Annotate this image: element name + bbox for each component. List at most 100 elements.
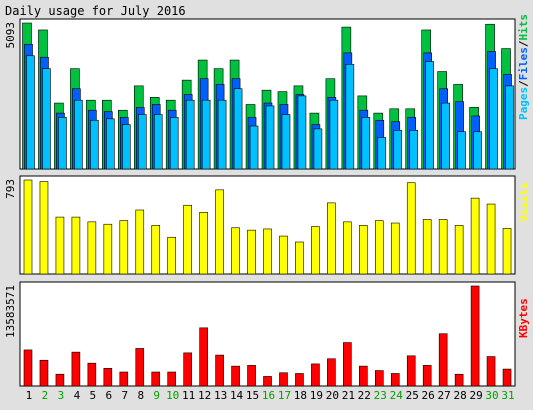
- bar-visits: [71, 216, 81, 275]
- bar-visits: [23, 179, 33, 275]
- x-tick-label: 19: [310, 389, 323, 402]
- bar-visits: [135, 209, 145, 275]
- bar-visits: [119, 220, 129, 275]
- bar-pages: [313, 128, 323, 170]
- bar-visits: [422, 219, 432, 275]
- bar-kbytes: [135, 348, 145, 387]
- bar-visits: [183, 204, 192, 275]
- bar-visits: [103, 223, 113, 275]
- legend-sep: /: [517, 40, 530, 47]
- bar-kbytes: [438, 333, 448, 387]
- x-tick-label: 4: [74, 389, 81, 402]
- bar-visits: [327, 202, 336, 275]
- bar-kbytes: [167, 371, 177, 387]
- x-tick-label: 6: [106, 389, 113, 402]
- x-tick-label: 17: [278, 389, 291, 402]
- bar-visits: [39, 181, 49, 275]
- x-tick-label: 10: [166, 389, 179, 402]
- x-tick-label: 12: [198, 389, 211, 402]
- bar-visits: [279, 235, 288, 275]
- bar-kbytes: [359, 365, 368, 387]
- bar-visits: [295, 241, 304, 275]
- bar-visits: [502, 228, 512, 275]
- bar-visits: [486, 203, 496, 275]
- bar-kbytes: [103, 368, 113, 387]
- bar-kbytes: [327, 358, 336, 387]
- bar-pages: [409, 129, 419, 170]
- bar-visits: [199, 212, 208, 275]
- x-tick-label: 21: [342, 389, 355, 402]
- legend-sep: /: [517, 80, 530, 87]
- x-tick-label: 15: [246, 389, 259, 402]
- bar-pages: [201, 99, 211, 170]
- x-tick-label: 14: [230, 389, 244, 402]
- bar-visits: [215, 189, 224, 275]
- bar-visits: [454, 225, 464, 275]
- bar-visits: [167, 236, 177, 275]
- x-tick-label: 11: [182, 389, 195, 402]
- bar-pages: [106, 118, 115, 170]
- x-tick-label: 16: [262, 389, 275, 402]
- y-max-label-visits: 793: [4, 179, 17, 199]
- bar-pages: [169, 117, 179, 170]
- bar-visits: [406, 182, 416, 275]
- bar-pages: [345, 64, 355, 170]
- bar-kbytes: [390, 373, 400, 387]
- bar-pages: [42, 68, 51, 170]
- bar-visits: [311, 226, 320, 275]
- bar-pages: [153, 114, 163, 170]
- x-tick-label: 28: [453, 389, 466, 402]
- bar-pages: [249, 125, 259, 170]
- bar-pages: [441, 102, 450, 170]
- bar-kbytes: [295, 373, 304, 387]
- legend-hits-files-pages: Pages/Files/Hits: [517, 14, 530, 120]
- x-tick-label: 26: [422, 389, 435, 402]
- bar-pages: [329, 99, 339, 170]
- bar-pages: [377, 137, 387, 170]
- bar-visits: [55, 216, 65, 275]
- bar-pages: [90, 119, 99, 170]
- x-tick-label: 2: [42, 389, 49, 402]
- bar-visits: [390, 222, 400, 275]
- bar-pages: [281, 114, 291, 170]
- bar-visits: [231, 227, 240, 275]
- x-tick-label: 7: [121, 389, 128, 402]
- bar-pages: [233, 88, 243, 170]
- bar-visits: [343, 221, 352, 275]
- bar-kbytes: [343, 342, 352, 387]
- legend-hits: Hits: [517, 14, 530, 41]
- x-tick-label: 9: [153, 389, 160, 402]
- bar-kbytes: [486, 356, 496, 387]
- bar-pages: [185, 99, 195, 170]
- bar-kbytes: [231, 365, 240, 387]
- bar-kbytes: [215, 354, 224, 387]
- x-tick-label: 13: [214, 389, 227, 402]
- bar-kbytes: [454, 373, 464, 387]
- legend-files: Files: [517, 47, 530, 80]
- bar-pages: [58, 117, 67, 170]
- bar-pages: [361, 117, 371, 170]
- legend-kbytes-group: KBytes: [517, 298, 530, 338]
- x-tick-label: 8: [137, 389, 144, 402]
- bar-pages: [393, 129, 403, 170]
- bar-pages: [217, 99, 227, 170]
- bar-kbytes: [71, 351, 81, 387]
- bar-pages: [505, 85, 514, 170]
- x-tick-label: 5: [90, 389, 97, 402]
- legend-kbytes: KBytes: [517, 298, 530, 338]
- bar-visits: [247, 229, 256, 275]
- bar-pages: [122, 124, 131, 170]
- x-tick-label: 20: [326, 389, 339, 402]
- bar-kbytes: [470, 285, 480, 387]
- bar-kbytes: [502, 368, 512, 387]
- y-max-label-hits-files-pages: 5093: [4, 22, 17, 49]
- x-tick-label: 1: [26, 389, 33, 402]
- bar-kbytes: [311, 363, 320, 387]
- bar-kbytes: [87, 362, 97, 387]
- bar-kbytes: [39, 359, 49, 387]
- x-tick-label: 3: [58, 389, 65, 402]
- legend-visits-group: Visits: [517, 182, 530, 222]
- bar-pages: [297, 95, 307, 170]
- chart-title: Daily usage for July 2016: [5, 4, 186, 18]
